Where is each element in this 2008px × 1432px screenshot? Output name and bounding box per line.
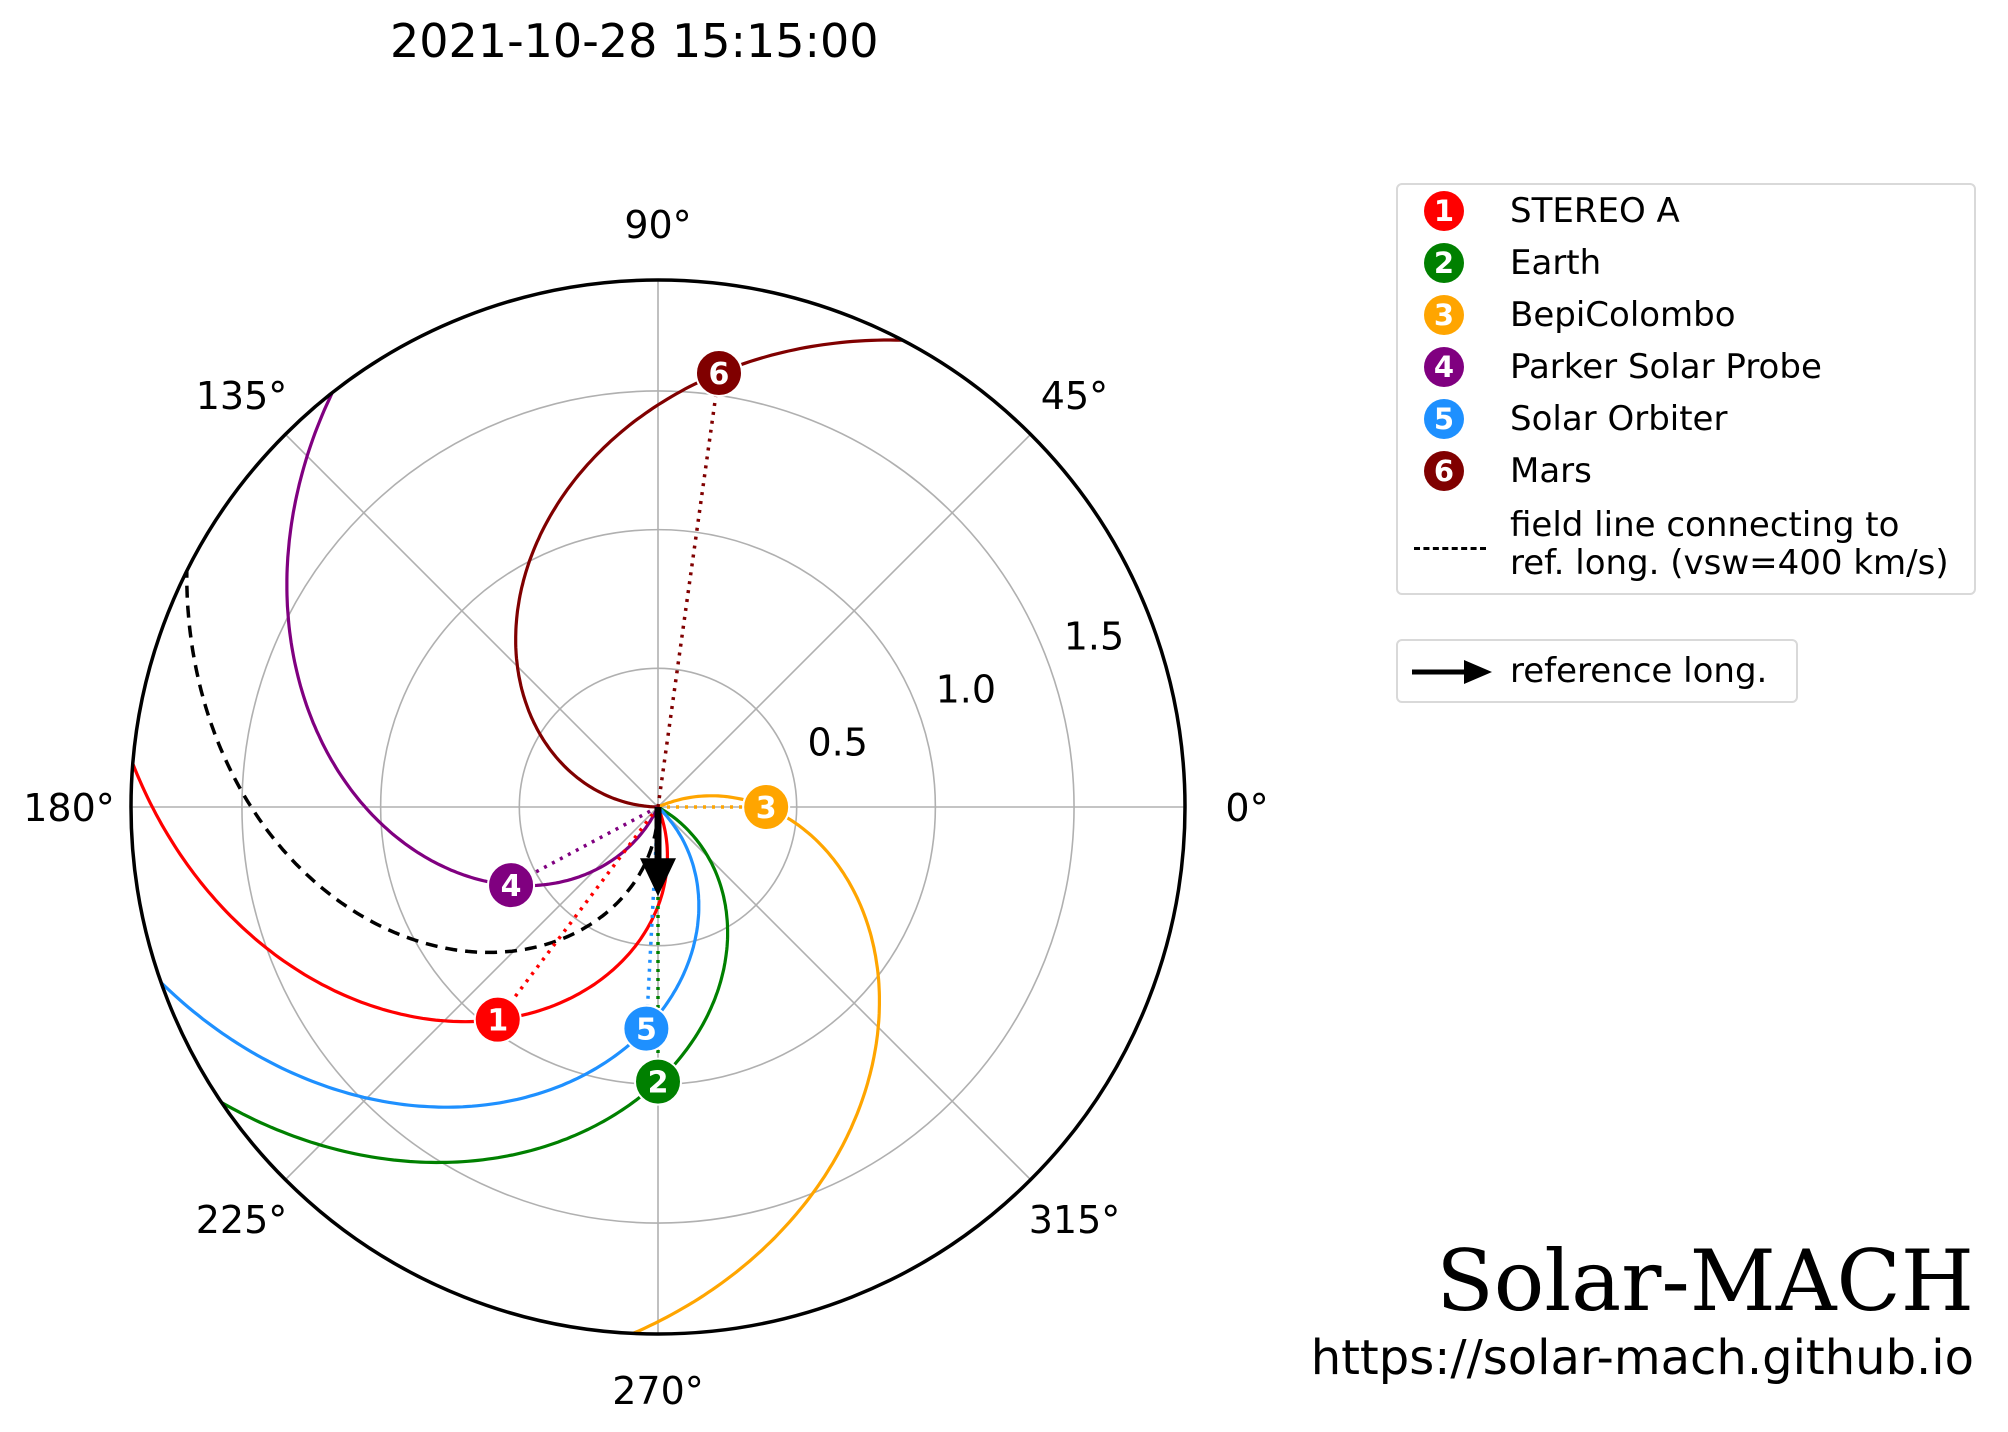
legend-label: Solar Orbiter bbox=[1510, 399, 1728, 439]
legend-marker: 2 bbox=[1424, 243, 1464, 283]
legend-label: Parker Solar Probe bbox=[1510, 347, 1822, 387]
connection-line-6 bbox=[656, 372, 721, 808]
theta-tick-label: 135° bbox=[196, 374, 288, 418]
legend-marker: 3 bbox=[1424, 295, 1464, 335]
legend-reference: reference long. bbox=[1396, 639, 1798, 703]
body-marker-label: 4 bbox=[501, 869, 522, 904]
legend-label: Earth bbox=[1510, 243, 1602, 283]
r-tick-label: 1.5 bbox=[1064, 614, 1124, 658]
theta-tick-label: 225° bbox=[196, 1198, 288, 1242]
legend-label-reference: reference long. bbox=[1510, 651, 1768, 691]
radial-tick-labels: 0.5 1.0 1.5 bbox=[808, 614, 1125, 764]
reference-arrow-head bbox=[640, 858, 676, 897]
legend-marker: 5 bbox=[1424, 399, 1464, 439]
body-marker-label: 3 bbox=[756, 791, 777, 826]
body-markers: 1 2 3 4 5 6 bbox=[473, 349, 791, 1106]
theta-tick-label: 45° bbox=[1041, 374, 1108, 418]
field-line-4 bbox=[285, 341, 660, 888]
legend-label-fieldline-1: field line connecting to bbox=[1510, 505, 1900, 545]
grid-spoke-1 bbox=[657, 433, 1032, 808]
body-marker-label: 2 bbox=[648, 1066, 669, 1101]
theta-tick-label: 270° bbox=[612, 1369, 704, 1413]
field-line-5 bbox=[131, 805, 701, 1109]
connection-line-4 bbox=[510, 805, 659, 887]
body-marker-label: 1 bbox=[487, 1004, 508, 1039]
grid-spoke-3 bbox=[284, 433, 659, 808]
legend: 1 STEREO A 2 Earth 3 BepiColombo 4 Parke… bbox=[1396, 183, 1976, 595]
legend-label: STEREO A bbox=[1510, 191, 1680, 231]
body-marker-label: 6 bbox=[709, 357, 730, 392]
body-marker-1 bbox=[473, 995, 522, 1044]
chart-title: 2021-10-28 15:15:00 bbox=[390, 14, 879, 68]
r-tick-label: 0.5 bbox=[808, 721, 868, 765]
legend-dashed-line bbox=[1414, 547, 1486, 550]
theta-tick-label: 90° bbox=[624, 203, 691, 247]
legend-label: BepiColombo bbox=[1510, 295, 1736, 335]
reference-field-line bbox=[185, 513, 660, 955]
theta-tick-label: 315° bbox=[1029, 1198, 1121, 1242]
r-tick-label: 1.0 bbox=[936, 667, 996, 711]
field-line-1 bbox=[131, 708, 669, 1024]
brand-name: Solar-MACH bbox=[1436, 1232, 1974, 1330]
reference-arrow bbox=[640, 807, 676, 897]
body-marker-2 bbox=[634, 1057, 682, 1106]
body-marker-5 bbox=[622, 1004, 671, 1053]
legend-marker: 4 bbox=[1424, 347, 1464, 387]
brand-url: https://solar-mach.github.io bbox=[1310, 1330, 1974, 1386]
plot-boundary bbox=[129, 278, 1187, 1336]
legend-marker: 1 bbox=[1424, 191, 1464, 231]
arrow-icon bbox=[1412, 660, 1492, 684]
body-marker-label: 5 bbox=[636, 1013, 657, 1048]
legend-marker: 6 bbox=[1424, 451, 1464, 491]
theta-tick-label: 180° bbox=[23, 786, 115, 830]
body-marker-4 bbox=[487, 861, 536, 910]
connection-line-1 bbox=[496, 805, 660, 1021]
body-marker-3 bbox=[742, 783, 791, 831]
field-line-6 bbox=[514, 338, 961, 809]
legend-label: Mars bbox=[1510, 451, 1592, 491]
theta-tick-label: 0° bbox=[1225, 786, 1268, 830]
angular-tick-labels: 0° 45° 90° 135° 180° 225° 270° 315° bbox=[23, 203, 1268, 1413]
grid-spoke-7 bbox=[657, 806, 1032, 1181]
legend-label-fieldline-2: ref. long. (vsw=400 km/s) bbox=[1510, 543, 1949, 583]
body-marker-6 bbox=[694, 349, 743, 398]
